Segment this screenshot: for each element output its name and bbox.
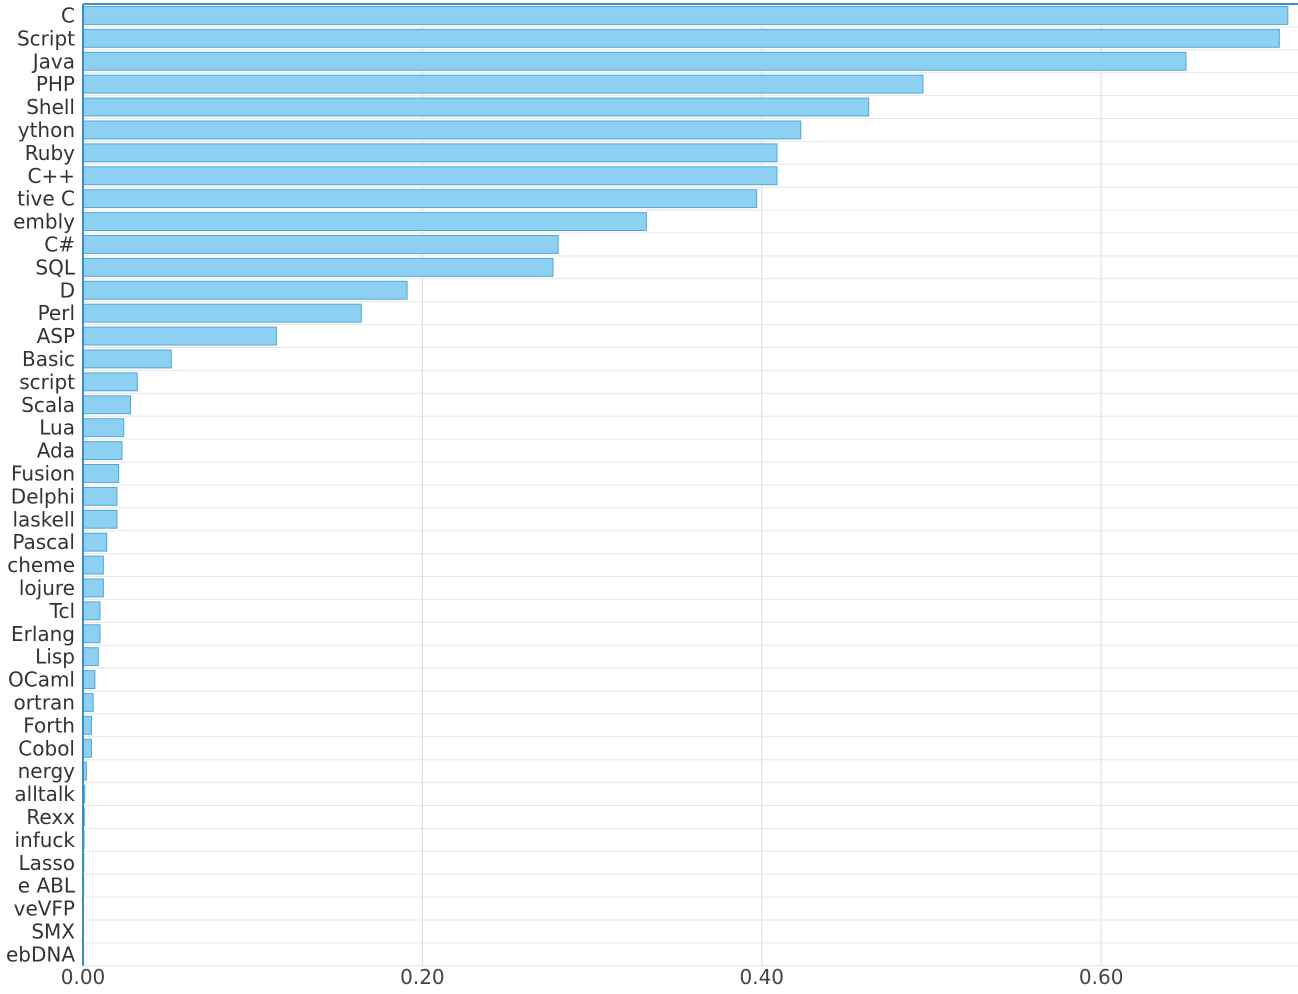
category-label: Cobol (18, 736, 75, 760)
category-label: Ada (37, 439, 75, 463)
category-label: embly (13, 210, 75, 234)
bar (82, 28, 1280, 48)
bar (82, 280, 408, 300)
bar (82, 670, 96, 689)
category-label: ASP (37, 324, 75, 348)
category-label: laskell (12, 507, 75, 531)
bar (82, 418, 125, 438)
category-label: SQL (35, 255, 75, 279)
bar (82, 715, 92, 735)
bar (82, 97, 870, 117)
category-label: Perl (38, 301, 75, 325)
category-label: SMX (31, 919, 75, 943)
category-label: ortran (14, 690, 75, 714)
bar (82, 532, 108, 552)
category-label: e ABL (18, 874, 76, 898)
category-label: ython (18, 118, 75, 142)
bar (82, 74, 924, 94)
grid-lines (83, 3, 1298, 967)
bar (82, 326, 277, 346)
bar (82, 578, 104, 598)
category-label: veVFP (14, 897, 75, 921)
category-label: cheme (7, 553, 75, 577)
category-label: Lasso (19, 851, 75, 875)
category-label: alltalk (14, 782, 75, 806)
category-label: Basic (22, 347, 75, 371)
category-label: script (19, 370, 75, 394)
bar (82, 647, 99, 667)
bar (82, 441, 123, 461)
x-tick-label: 0.00 (61, 965, 106, 989)
category-label: Delphi (11, 484, 75, 508)
bars (82, 6, 1289, 964)
bar (82, 120, 802, 140)
category-label: Java (31, 49, 75, 73)
bar (82, 6, 1289, 25)
category-label: Shell (26, 95, 75, 119)
category-label: C++ (28, 164, 75, 188)
category-label: tive C (17, 187, 75, 211)
bar (82, 166, 778, 186)
bar (82, 349, 172, 369)
bar (82, 738, 92, 758)
bar (82, 143, 778, 163)
category-label: Forth (23, 713, 75, 737)
category-label: Erlang (11, 622, 75, 646)
category-label: Ruby (25, 141, 75, 165)
category-label: Lua (39, 416, 75, 440)
x-tick-label: 0.60 (1079, 965, 1124, 989)
category-label: infuck (14, 828, 75, 852)
category-label: Fusion (11, 461, 75, 485)
bar (82, 51, 1187, 71)
bar (82, 235, 559, 254)
bar (82, 601, 101, 621)
bar (82, 303, 362, 323)
category-label: Lisp (35, 645, 75, 669)
category-label: OCaml (8, 668, 75, 692)
category-label: Tcl (49, 599, 75, 623)
category-label: ebDNA (6, 942, 75, 966)
bar (82, 257, 554, 277)
bar (82, 486, 118, 506)
category-label: Rexx (26, 805, 75, 829)
category-label: C# (44, 232, 75, 256)
x-tick-label: 0.40 (740, 965, 785, 989)
category-label: Script (17, 26, 75, 50)
bar (82, 624, 101, 644)
bar (82, 509, 118, 529)
category-label: PHP (36, 72, 75, 96)
category-label: lojure (19, 576, 75, 600)
bar (82, 189, 758, 209)
bar (82, 464, 120, 483)
category-label: Pascal (12, 530, 75, 554)
x-tick-label: 0.20 (400, 965, 445, 989)
category-label: C (61, 3, 75, 27)
bar (82, 395, 132, 415)
bar (82, 372, 138, 392)
bar (82, 555, 104, 575)
category-label: Scala (21, 393, 75, 417)
category-label: nergy (18, 759, 76, 783)
bar (82, 693, 94, 712)
category-label: D (60, 278, 75, 302)
x-tick-labels: 0.00 0.20 0.40 0.60 (61, 965, 1124, 989)
bar (82, 212, 647, 232)
